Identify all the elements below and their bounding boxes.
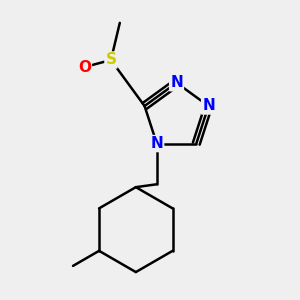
Text: S: S <box>106 52 116 68</box>
Text: O: O <box>78 60 91 75</box>
Text: N: N <box>150 136 163 151</box>
Text: N: N <box>170 75 183 90</box>
Text: N: N <box>202 98 215 113</box>
